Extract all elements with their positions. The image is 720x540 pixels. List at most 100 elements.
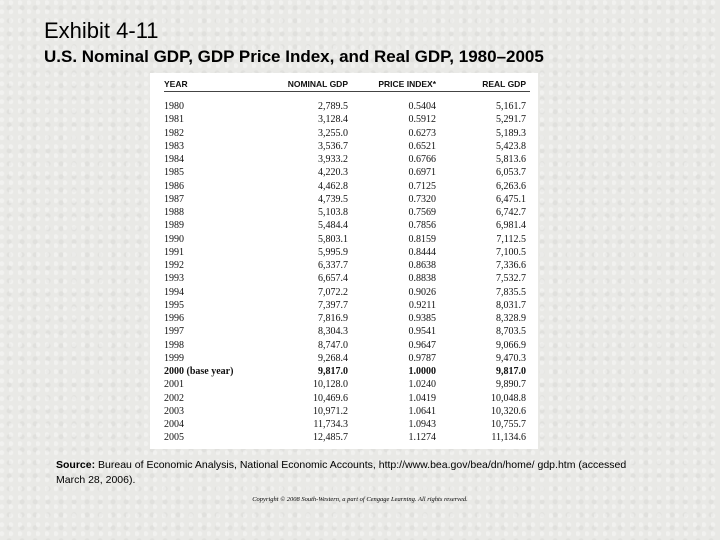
header-year: YEAR (164, 77, 260, 92)
table-row: 2004 11,734.3 1.0943 10,755.7 (164, 418, 530, 431)
cell-price-index: 1.0419 (408, 392, 437, 404)
cell-real-gdp: 10,320.6 (491, 405, 526, 417)
cell-nominal-gdp: 5,803.1 (318, 233, 348, 245)
cell-year: 1983 (164, 140, 184, 152)
cell-year: 1990 (164, 233, 184, 245)
table-body: 1980 2,789.5 0.5404 5,161.7 1981 3,128.4 0.591… (164, 92, 530, 445)
cell-price-index: 0.9541 (408, 326, 437, 338)
cell-nominal-gdp: 3,255.0 (318, 127, 348, 139)
cell-year: 1997 (164, 326, 184, 338)
cell-price-index: 0.7320 (408, 193, 437, 205)
cell-price-index: 0.7125 (408, 180, 437, 192)
copyright-notice: Copyright © 2008 South-Western, a part o… (252, 496, 468, 503)
table-row: 1998 8,747.0 0.9647 9,066.9 (164, 339, 530, 352)
cell-nominal-gdp: 7,816.9 (318, 313, 348, 324)
source-note: Source: Bureau of Economic Analysis, Nat… (56, 458, 656, 488)
table-row: 1990 5,803.1 0.8159 7,112.5 (164, 233, 530, 246)
cell-year: 2005 (164, 432, 184, 444)
cell-real-gdp: 10,048.8 (491, 392, 526, 404)
cell-real-gdp: 9,470.3 (496, 352, 526, 364)
cell-real-gdp: 8,328.9 (496, 313, 526, 324)
cell-real-gdp: 9,890.7 (496, 379, 526, 391)
table-row: 1985 4,220.3 0.6971 6,053.7 (164, 166, 530, 179)
cell-year: 1984 (164, 154, 184, 165)
cell-price-index: 0.8444 (408, 246, 437, 258)
cell-real-gdp: 6,475.1 (496, 193, 526, 205)
cell-year: 1998 (164, 339, 184, 351)
cell-real-gdp: 7,112.5 (496, 233, 526, 245)
exhibit-title: Exhibit 4-11 (44, 18, 159, 43)
cell-nominal-gdp: 4,739.5 (318, 193, 348, 205)
table-row: 1994 7,072.2 0.9026 7,835.5 (164, 286, 530, 299)
cell-price-index: 0.8838 (408, 273, 437, 285)
cell-real-gdp: 6,981.4 (496, 220, 526, 232)
cell-nominal-gdp: 9,268.4 (318, 352, 348, 364)
cell-real-gdp: 7,336.6 (496, 260, 526, 271)
cell-price-index: 0.9385 (408, 313, 437, 324)
table-row: 1989 5,484.4 0.7856 6,981.4 (164, 219, 530, 232)
cell-year: 2004 (164, 419, 184, 430)
cell-nominal-gdp: 5,103.8 (318, 207, 348, 218)
cell-price-index: 0.9026 (408, 286, 437, 298)
table-row: 1995 7,397.7 0.9211 8,031.7 (164, 299, 530, 312)
cell-year: 1992 (164, 260, 184, 271)
cell-nominal-gdp: 10,128.0 (313, 379, 348, 391)
table-row: 1991 5,995.9 0.8444 7,100.5 (164, 246, 530, 259)
cell-nominal-gdp: 9,817.0 (318, 366, 348, 377)
cell-real-gdp: 9,066.9 (496, 339, 526, 351)
header-price-index: PRICE INDEX* (352, 77, 440, 92)
cell-year: 1980 (164, 101, 184, 112)
cell-year: 1991 (164, 246, 184, 258)
cell-price-index: 1.0000 (408, 366, 437, 377)
cell-nominal-gdp: 3,933.2 (318, 154, 348, 165)
cell-price-index: 0.6971 (408, 167, 437, 179)
cell-price-index: 0.8638 (408, 260, 437, 271)
cell-year: 1999 (164, 352, 184, 364)
cell-nominal-gdp: 10,469.6 (313, 392, 348, 404)
source-text: Bureau of Economic Analysis, National Ec… (56, 459, 627, 486)
cell-year: 1996 (164, 313, 184, 324)
cell-nominal-gdp: 5,484.4 (318, 220, 348, 232)
cell-nominal-gdp: 5,995.9 (318, 246, 348, 258)
cell-real-gdp: 5,813.6 (496, 154, 526, 165)
table-header-row: YEAR NOMINAL GDP PRICE INDEX* REAL GDP (164, 77, 530, 92)
cell-nominal-gdp: 4,462.8 (318, 180, 348, 192)
table-row: 1981 3,128.4 0.5912 5,291.7 (164, 113, 530, 126)
cell-nominal-gdp: 4,220.3 (318, 167, 348, 179)
cell-price-index: 0.9787 (408, 352, 437, 364)
cell-real-gdp: 8,703.5 (496, 326, 526, 338)
table-row: 1997 8,304.3 0.9541 8,703.5 (164, 325, 530, 338)
table-row: 1980 2,789.5 0.5404 5,161.7 (164, 92, 530, 114)
table-row: 1983 3,536.7 0.6521 5,423.8 (164, 140, 530, 153)
cell-year: 1986 (164, 180, 184, 192)
cell-year: 1987 (164, 193, 184, 205)
table-row: 1999 9,268.4 0.9787 9,470.3 (164, 352, 530, 365)
cell-real-gdp: 5,161.7 (496, 101, 526, 112)
cell-year: 1995 (164, 299, 184, 311)
cell-real-gdp: 10,755.7 (491, 419, 526, 430)
table-row: 1982 3,255.0 0.6273 5,189.3 (164, 127, 530, 140)
table-row: 1992 6,337.7 0.8638 7,336.6 (164, 259, 530, 272)
table-row: 1996 7,816.9 0.9385 8,328.9 (164, 312, 530, 325)
cell-nominal-gdp: 10,971.2 (313, 405, 348, 417)
cell-year: 2002 (164, 392, 184, 404)
cell-nominal-gdp: 11,734.3 (313, 419, 348, 430)
cell-year: 1988 (164, 207, 184, 218)
cell-price-index: 0.9211 (408, 299, 436, 311)
table-row: 1984 3,933.2 0.6766 5,813.6 (164, 153, 530, 166)
header-real-gdp: REAL GDP (440, 77, 530, 92)
cell-real-gdp: 9,817.0 (496, 366, 526, 377)
cell-real-gdp: 7,100.5 (496, 246, 526, 258)
cell-real-gdp: 5,189.3 (496, 127, 526, 139)
cell-nominal-gdp: 8,747.0 (318, 339, 348, 351)
exhibit-subtitle: U.S. Nominal GDP, GDP Price Index, and R… (44, 47, 544, 66)
cell-price-index: 0.5912 (408, 114, 437, 126)
cell-real-gdp: 6,263.6 (496, 180, 526, 192)
cell-real-gdp: 11,134.6 (491, 432, 526, 444)
cell-nominal-gdp: 2,789.5 (318, 101, 348, 112)
cell-real-gdp: 5,423.8 (496, 140, 526, 152)
cell-price-index: 0.6521 (408, 140, 437, 152)
cell-price-index: 0.6273 (408, 127, 437, 139)
cell-year: 1994 (164, 286, 184, 298)
cell-year: 2000 (base year) (164, 366, 234, 377)
